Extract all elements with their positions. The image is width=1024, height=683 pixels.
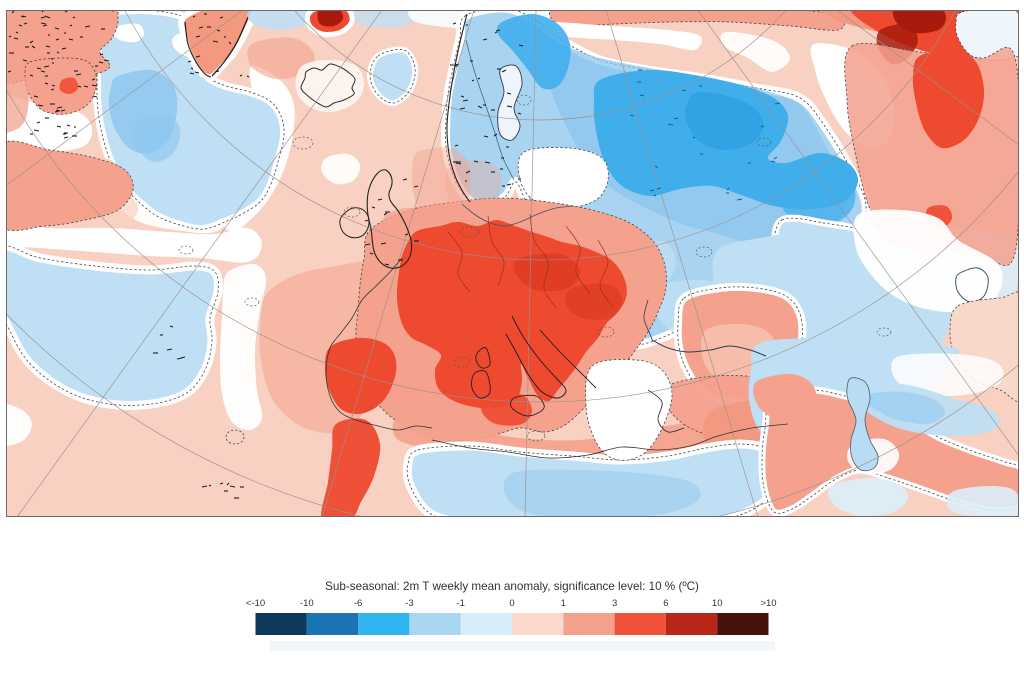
svg-text:-10: -10	[300, 598, 314, 609]
svg-text:6: 6	[663, 598, 668, 609]
svg-text:-1: -1	[456, 598, 464, 609]
svg-text:<-10: <-10	[246, 598, 265, 609]
svg-text:-3: -3	[405, 598, 413, 609]
svg-text:Sub-seasonal: 2m T weekly mean: Sub-seasonal: 2m T weekly mean anomaly, …	[325, 580, 699, 593]
svg-text:0: 0	[509, 598, 514, 609]
svg-text:>10: >10	[760, 598, 776, 609]
svg-text:1: 1	[561, 598, 566, 609]
svg-text:3: 3	[612, 598, 617, 609]
svg-text:10: 10	[712, 598, 723, 609]
svg-text:-6: -6	[354, 598, 362, 609]
